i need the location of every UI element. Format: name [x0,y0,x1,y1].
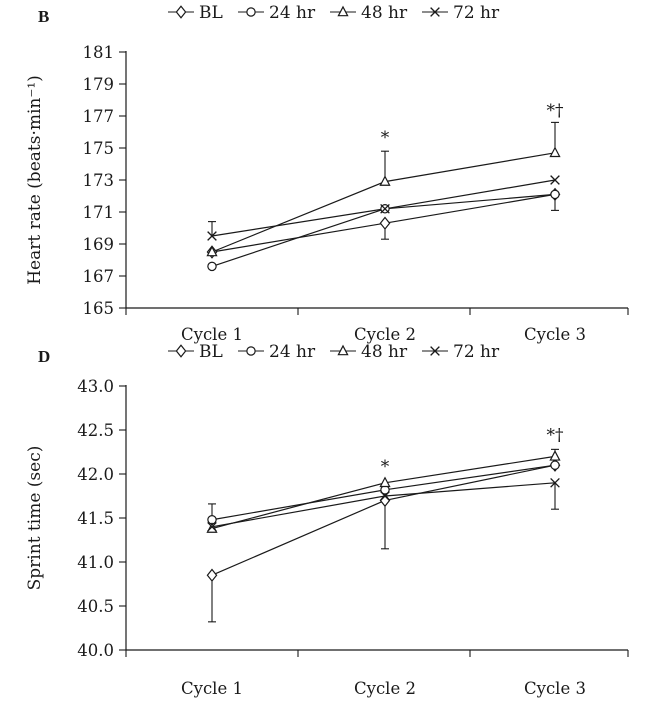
x-tick-label: Cycle 2 [354,325,416,344]
panel-B: B BL 24 hr 48 hr 72 hr 165 167 169 171 173 175 177 1… [25,3,629,344]
significance-marker: * [381,128,390,148]
legend-diamond-marker [175,5,187,19]
legend-label: 72 hr [453,3,500,23]
data-point-circle [550,189,560,200]
y-tick-label: 167 [83,267,115,286]
x-tick-label: Cycle 1 [181,325,243,344]
legend-label: 24 hr [269,3,316,23]
x-tick-label: Cycle 2 [354,679,416,698]
y-axis-title: Sprint time (sec) [25,446,45,591]
y-axis-title: Heart rate (beats·min⁻¹) [25,75,45,285]
data-point-triangle [379,175,391,186]
data-point-x [207,521,217,532]
legend-diamond-marker [175,344,187,358]
legend: BL 24 hr 48 hr 72 hr [168,342,500,362]
legend-circle-marker [246,346,256,356]
y-tick-label: 171 [83,203,115,222]
significance-marker: * [381,457,390,477]
legend-triangle-marker [337,344,349,356]
y-tick-label: 165 [83,299,115,318]
data-point-triangle [379,476,391,488]
data-point-triangle [549,450,561,461]
data-point-x [550,175,560,185]
data-point-triangle [206,522,218,533]
legend-label: 24 hr [269,342,316,362]
y-tick-label: 42.5 [77,421,114,440]
y-tick-label: 41.0 [77,553,114,572]
legend: BL 24 hr 48 hr 72 hr [168,3,500,23]
legend-label: 72 hr [453,342,500,362]
y-tick-label: 41.5 [77,509,114,528]
legend-label: BL [199,342,223,362]
y-tick-label: 173 [83,171,115,190]
data-point-x [550,477,560,488]
y-tick-label: 175 [83,139,115,158]
legend-label: BL [199,3,223,23]
data-point-x [207,231,217,241]
significance-marker: *† [547,101,565,121]
panel-letter: D [38,347,50,366]
x-tick-label: Cycle 1 [181,679,243,698]
data-point-circle [207,261,217,272]
x-tick-label: Cycle 3 [524,325,586,344]
data-point-diamond [206,568,218,582]
series-line-triangle [211,152,556,253]
data-point-x [380,491,390,501]
legend-triangle-marker [337,5,349,17]
legend-label: 48 hr [361,3,408,23]
y-tick-label: 40.5 [77,597,114,616]
data-point-circle [550,460,560,470]
panel-D: D BL 24 hr 48 hr 72 hr 40.0 40.5 41.0 41.5 42.0 42… [25,342,629,698]
y-tick-label: 181 [83,43,115,62]
legend-x-marker [430,7,440,17]
data-point-diamond [379,216,391,230]
data-point-triangle [206,245,218,257]
y-tick-label: 40.0 [77,641,114,660]
legend-circle-marker [246,7,256,17]
y-tick-label: 43.0 [77,377,114,396]
legend-x-marker [430,346,440,356]
panel-letter: B [38,7,49,26]
y-tick-label: 169 [83,235,115,254]
data-point-triangle [549,146,561,158]
data-point-x [380,203,390,214]
y-tick-label: 177 [83,107,115,126]
y-tick-label: 42.0 [77,465,114,484]
x-tick-label: Cycle 3 [524,679,586,698]
y-tick-label: 179 [83,75,115,94]
legend-label: 48 hr [361,342,408,362]
significance-marker: *† [547,426,565,446]
